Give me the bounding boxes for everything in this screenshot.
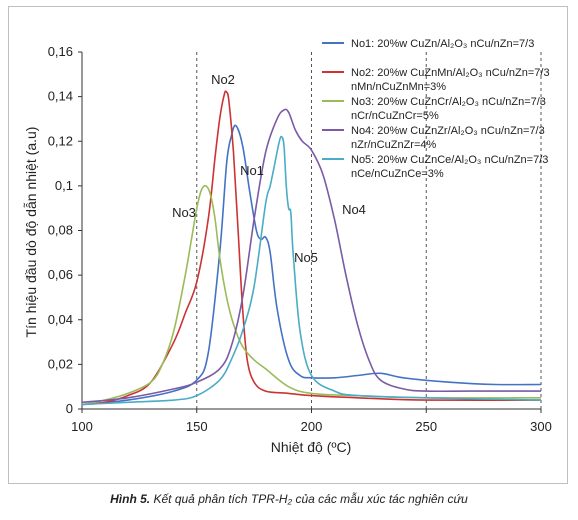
series-label-no5: No5 <box>294 250 318 265</box>
series-line-no2 <box>81 90 542 406</box>
legend-text-no2-0: No2: 20%w CuZnMn/Al₂O₃ nCu/nZn=7/3 <box>351 67 550 79</box>
series-line-no1 <box>81 124 542 406</box>
figure-caption: Hình 5. Kết quả phân tích TPR-H₂ của các… <box>0 492 578 506</box>
chart-frame <box>8 6 568 484</box>
series-label-no4: No4 <box>342 202 366 217</box>
axes <box>78 51 542 413</box>
x-tick-label-4: 300 <box>530 419 552 434</box>
legend-text-no3-0: No3: 20%w CuZnCr/Al₂O₃ nCu/nZn=7/3 <box>351 96 546 108</box>
y-tick-label-4: 0,08 <box>48 223 73 238</box>
x-tick-label-1: 150 <box>186 419 208 434</box>
series-labels: No1 No2 No3 No4 No5 <box>172 72 366 265</box>
series-label-no3: No3 <box>172 205 196 220</box>
y-tick-label-6: 0,12 <box>48 133 73 148</box>
x-axis-label: Nhiệt độ (ºC) <box>271 439 352 455</box>
legend-text-no4-0: No4: 20%w CuZnZr/Al₂O₃ nCu/nZn=7/3 <box>351 125 545 137</box>
legend-text-no5-1: nCe/nCuZnCe=3% <box>351 168 444 180</box>
x-tick-label-0: 100 <box>71 419 93 434</box>
y-tick-label-8: 0,16 <box>48 44 73 59</box>
y-tick-label-7: 0,14 <box>48 89 73 104</box>
y-tick-label-5: 0,1 <box>55 178 73 193</box>
y-tick-label-0: 0 <box>66 401 73 416</box>
x-tick-label-3: 250 <box>415 419 437 434</box>
caption-lead: Hình 5. <box>110 492 151 506</box>
y-tick-label-1: 0,02 <box>48 356 73 371</box>
series-label-no2: No2 <box>211 72 235 87</box>
tpr-chart: 100 150 200 250 300 0 0,02 0,04 0,06 0,08 0,1 0,12… <box>23 38 552 455</box>
y-tick-label-3: 0,06 <box>48 267 73 282</box>
series-line-no5 <box>81 135 542 406</box>
x-tick-label-2: 200 <box>301 419 323 434</box>
caption-text: Kết quả phân tích TPR-H₂ của các mẫu xúc… <box>150 492 468 506</box>
y-tick-label-2: 0,04 <box>48 312 73 327</box>
y-axis-label: Tín hiệu đầu dò độ dẫn nhiệt (a.u) <box>23 127 39 338</box>
x-tick-labels: 100 150 200 250 300 <box>71 419 552 434</box>
legend-text-no1-0: No1: 20%w CuZn/Al₂O₃ nCu/nZn=7/3 <box>351 38 534 50</box>
series-lines <box>81 90 542 406</box>
series-line-no4 <box>81 108 541 404</box>
legend-text-no3-1: nCr/nCuZnCr=5% <box>351 110 439 122</box>
legend-text-no2-1: nMn/nCuZnMn=3% <box>351 81 446 93</box>
legend: No1: 20%w CuZn/Al₂O₃ nCu/nZn=7/3 No2: 20%… <box>322 38 550 180</box>
legend-text-no4-1: nZr/nCuZnZr=4% <box>351 139 436 151</box>
y-tick-labels: 0 0,02 0,04 0,06 0,08 0,1 0,12 0,14 0,16 <box>48 44 73 416</box>
series-line-no3 <box>81 184 542 406</box>
legend-text-no5-0: No5: 20%w CuZnCe/Al₂O₃ nCu/nZn=7/3 <box>351 154 548 166</box>
series-label-no1: No1 <box>240 163 264 178</box>
